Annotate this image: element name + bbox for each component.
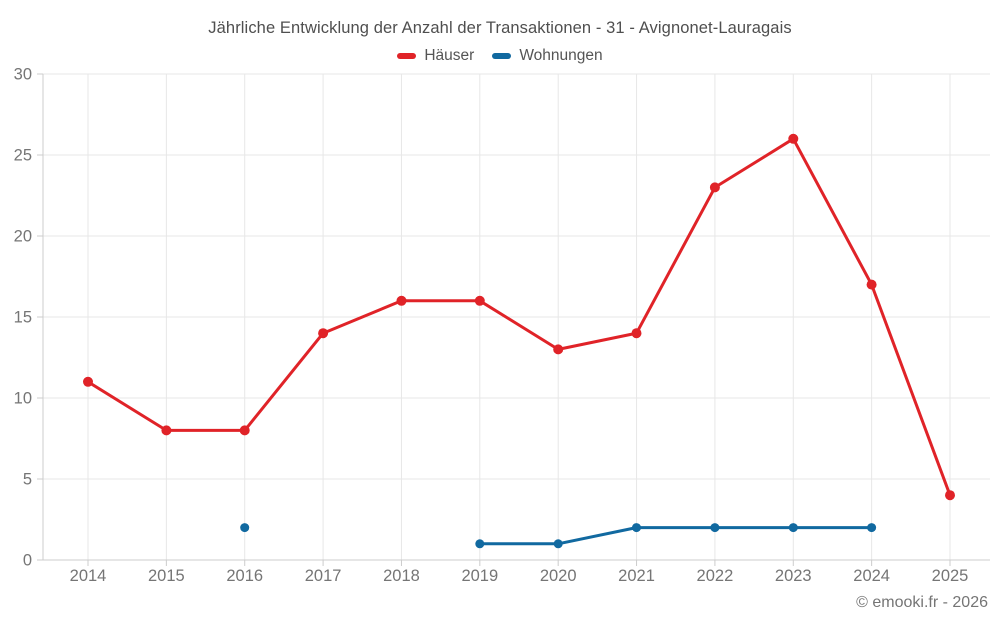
chart-legend: Häuser Wohnungen <box>0 46 1000 66</box>
data-point-haeuser-2019[interactable] <box>474 295 485 306</box>
x-tick-label-2025: 2025 <box>932 567 969 585</box>
data-point-wohnungen-2022[interactable] <box>710 523 720 533</box>
data-point-haeuser-2021[interactable] <box>631 328 642 339</box>
legend-item-label: Wohnungen <box>519 47 603 64</box>
data-point-haeuser-2020[interactable] <box>553 344 564 355</box>
y-tick-label-5: 5 <box>23 471 32 489</box>
y-tick-label-0: 0 <box>23 552 32 570</box>
data-point-wohnungen-2020[interactable] <box>553 539 563 549</box>
x-tick-label-2023: 2023 <box>775 567 812 585</box>
x-tick-label-2019: 2019 <box>461 567 498 585</box>
x-tick-label-2020: 2020 <box>540 567 577 585</box>
chart-title: Jährliche Entwicklung der Anzahl der Tra… <box>208 19 792 37</box>
legend-item-wohnungen[interactable]: Wohnungen <box>492 47 603 65</box>
y-tick-label-20: 20 <box>14 228 32 246</box>
legend-swatch-icon <box>397 53 417 59</box>
data-point-haeuser-2018[interactable] <box>396 295 407 306</box>
y-tick-label-30: 30 <box>14 66 32 84</box>
data-point-haeuser-2016[interactable] <box>239 425 250 436</box>
data-point-wohnungen-2023[interactable] <box>788 523 798 533</box>
x-tick-label-2014: 2014 <box>70 567 107 585</box>
data-point-haeuser-2022[interactable] <box>709 182 720 193</box>
y-tick-label-25: 25 <box>14 147 32 165</box>
x-tick-label-2017: 2017 <box>305 567 342 585</box>
x-tick-label-2016: 2016 <box>226 567 263 585</box>
x-tick-label-2018: 2018 <box>383 567 420 585</box>
data-point-haeuser-2024[interactable] <box>866 279 877 290</box>
copyright-footer: © emooki.fr - 2026 <box>856 594 988 611</box>
data-point-haeuser-2023[interactable] <box>788 133 799 144</box>
data-point-wohnungen-2016[interactable] <box>240 523 250 533</box>
data-point-haeuser-2025[interactable] <box>945 490 955 501</box>
legend-item-haeuser[interactable]: Häuser <box>397 47 474 65</box>
data-point-wohnungen-2021[interactable] <box>632 523 641 533</box>
x-tick-label-2022: 2022 <box>697 567 734 585</box>
series-line-haeuser-0 <box>86 137 952 497</box>
data-point-haeuser-2014[interactable] <box>83 376 93 387</box>
data-point-wohnungen-2024[interactable] <box>867 523 877 533</box>
y-tick-label-15: 15 <box>14 309 32 327</box>
y-tick-label-10: 10 <box>14 390 32 408</box>
x-tick-label-2021: 2021 <box>618 567 655 585</box>
data-point-wohnungen-2019[interactable] <box>475 539 485 549</box>
x-tick-label-2024: 2024 <box>853 567 890 585</box>
legend-swatch-icon <box>492 53 512 59</box>
series-line-wohnungen-1 <box>478 526 874 546</box>
data-point-haeuser-2015[interactable] <box>161 425 172 436</box>
legend-item-label: Häuser <box>424 47 475 64</box>
x-tick-label-2015: 2015 <box>148 567 185 585</box>
data-point-haeuser-2017[interactable] <box>318 328 329 339</box>
